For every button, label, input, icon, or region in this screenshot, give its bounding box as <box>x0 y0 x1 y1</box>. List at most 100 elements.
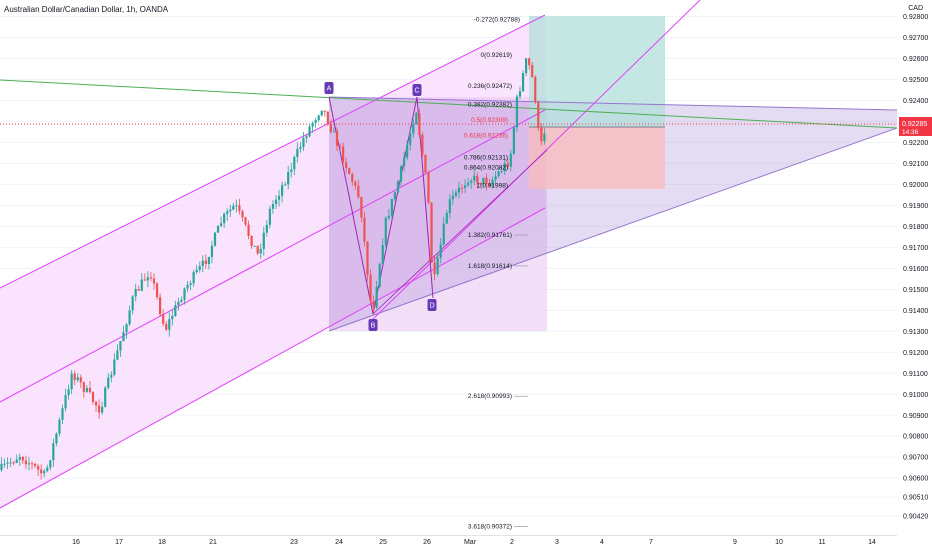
candle-up <box>113 359 116 375</box>
price-tick-label: 0.90800 <box>903 434 928 441</box>
price-tick-label: 0.92800 <box>903 14 928 21</box>
pattern-point-label: B <box>371 323 376 330</box>
candle-up <box>213 232 217 246</box>
candle-up <box>271 204 275 209</box>
price-tick-label: 0.91600 <box>903 266 928 273</box>
target-zone <box>529 16 665 127</box>
candle-up <box>464 185 467 188</box>
candle-down <box>506 163 509 167</box>
pattern-point-a <box>324 82 334 94</box>
candle-up <box>390 198 393 216</box>
candle-up <box>253 245 256 247</box>
candle-up <box>515 96 519 128</box>
candle-up <box>180 299 183 302</box>
candle-down <box>204 260 207 265</box>
candle-up <box>259 248 262 254</box>
candle-up <box>381 245 384 264</box>
candle-down <box>82 382 85 392</box>
current-price-countdown: 14:36 <box>902 129 919 136</box>
candle-up <box>387 215 390 219</box>
candle-down <box>531 65 534 78</box>
candle-up <box>128 310 131 325</box>
candle-down <box>21 456 24 461</box>
candle-up <box>210 245 214 257</box>
candle-up <box>46 467 49 471</box>
candle-down <box>24 460 27 465</box>
candle-down <box>348 168 351 174</box>
price-tick-label: 0.92200 <box>903 140 928 147</box>
candle-up <box>473 175 476 181</box>
price-tick-label: 0.91000 <box>903 392 928 399</box>
candle-up <box>15 459 18 463</box>
candle-up <box>406 145 409 158</box>
candle-up <box>9 462 12 464</box>
candle-down <box>143 279 146 281</box>
candle-down <box>165 323 168 330</box>
price-tick-label: 0.92500 <box>903 77 928 84</box>
time-tick-label: Mar <box>464 539 477 546</box>
candle-up <box>500 171 503 173</box>
candle-down <box>537 101 540 128</box>
candle-up <box>274 199 278 205</box>
candle-up <box>277 195 281 200</box>
candle-up <box>525 58 528 74</box>
price-tick-label: 0.91300 <box>903 329 928 336</box>
price-tick-label: 0.91100 <box>903 371 928 378</box>
price-tick-label: 0.91700 <box>903 245 928 252</box>
candle-up <box>512 127 515 154</box>
candle-down <box>250 235 253 247</box>
candle-down <box>137 289 140 291</box>
fib-level-label: 1.618(0.91614) <box>468 263 512 270</box>
candle-up <box>457 187 461 193</box>
price-tick-label: 0.92100 <box>903 161 928 168</box>
price-tick-label: 0.92000 <box>903 182 928 189</box>
candle-down <box>241 211 244 218</box>
candle-up <box>436 257 439 275</box>
candle-up <box>168 319 171 330</box>
time-tick-label: 16 <box>72 539 80 546</box>
candle-up <box>122 332 125 342</box>
candle-up <box>171 315 174 320</box>
candle-up <box>287 172 290 185</box>
candle-up <box>223 213 226 224</box>
candle-up <box>220 223 223 226</box>
candle-up <box>299 147 302 149</box>
candle-down <box>476 175 479 183</box>
price-tick-label: 0.91800 <box>903 224 928 231</box>
candle-up <box>305 136 308 139</box>
candle-down <box>88 387 92 393</box>
candle-up <box>18 456 21 460</box>
candle-up <box>497 171 500 177</box>
price-tick-label: 0.90420 <box>903 513 928 520</box>
candle-up <box>104 387 107 407</box>
candle-up <box>174 305 177 316</box>
candle-up <box>494 176 497 180</box>
candle-up <box>177 301 180 306</box>
fib-level-label: 0(0.92619) <box>481 52 512 59</box>
candle-down <box>485 177 488 185</box>
currency-label: CAD <box>908 5 923 12</box>
candle-down <box>430 202 433 263</box>
candle-up <box>235 205 238 207</box>
time-tick-label: 10 <box>775 539 783 546</box>
time-tick-label: 24 <box>335 539 343 546</box>
time-tick-label: 25 <box>379 539 387 546</box>
candle-down <box>94 401 98 406</box>
candle-up <box>76 377 79 381</box>
candle-up <box>64 395 67 409</box>
candle-down <box>247 224 250 236</box>
candle-down <box>152 278 156 284</box>
time-tick-label: 7 <box>649 539 653 546</box>
candle-up <box>207 256 210 265</box>
candle-down <box>149 277 153 279</box>
candle-down <box>73 373 76 381</box>
candle-up <box>3 463 6 465</box>
candle-up <box>393 192 397 199</box>
candle-up <box>183 288 186 300</box>
candle-down <box>369 274 372 302</box>
candle-down <box>357 185 360 198</box>
channel-lower-line <box>0 207 546 509</box>
candle-down <box>342 146 345 163</box>
